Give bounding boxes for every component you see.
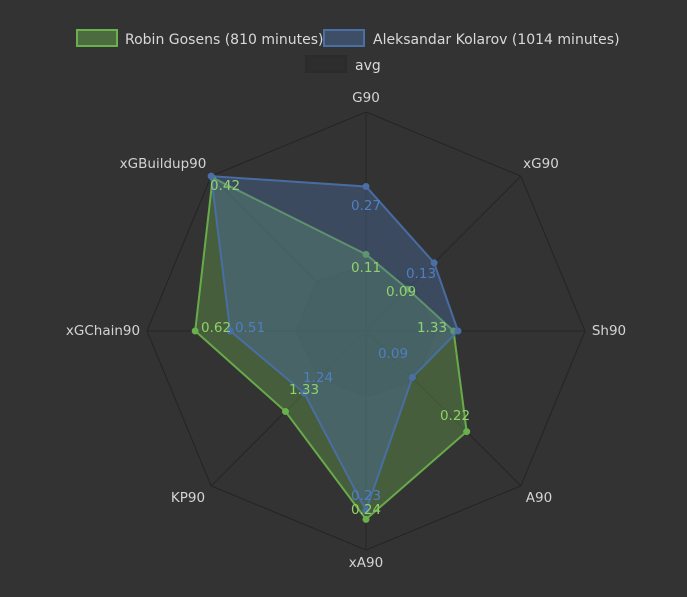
legend-item-1[interactable]: Aleksandar Kolarov (1014 minutes) — [323, 29, 620, 48]
value-label: 0.09 — [386, 284, 416, 300]
value-label: 0.09 — [378, 346, 408, 362]
data-point[interactable] — [300, 389, 308, 397]
axis-label: KP90 — [171, 490, 205, 506]
value-label: 1.33 — [289, 382, 319, 398]
data-point[interactable] — [430, 259, 438, 267]
value-label: 0.42 — [210, 178, 240, 194]
axis-label: Sh90 — [592, 323, 626, 339]
axis-label: A90 — [526, 490, 552, 506]
series-0 — [191, 174, 471, 523]
axis-label: xG90 — [523, 156, 559, 172]
radar-series-layer — [191, 172, 471, 523]
value-label: 0.62 — [201, 320, 231, 336]
legend-label: Robin Gosens (810 minutes) — [125, 32, 323, 48]
legend-label: Aleksandar Kolarov (1014 minutes) — [373, 32, 620, 48]
data-point[interactable] — [362, 515, 370, 523]
legend-swatch — [305, 55, 347, 73]
axis-label: G90 — [352, 90, 380, 106]
data-point[interactable] — [226, 327, 234, 335]
data-point[interactable] — [207, 172, 215, 180]
value-label: 0.24 — [351, 502, 381, 518]
legend-item-0[interactable]: Robin Gosens (810 minutes) — [76, 29, 323, 48]
data-point[interactable] — [362, 507, 370, 515]
legend-label: avg — [355, 58, 381, 74]
legend-swatch — [76, 29, 118, 47]
data-point[interactable] — [191, 327, 199, 335]
value-label: 0.23 — [351, 488, 381, 504]
axis-labels: G90 xG90 Sh90 A90 xA90 KP90 xGChain90 xGBuildup… — [66, 90, 626, 571]
data-point[interactable] — [362, 250, 370, 258]
legend[interactable]: Robin Gosens (810 minutes) Aleksandar Kol… — [76, 29, 620, 74]
value-labels: 0.27 0.13 1.33 0.09 0.23 1.24 0.51 0.42 0.11 0.09… — [201, 178, 470, 518]
data-point[interactable] — [404, 285, 412, 293]
value-label: 1.33 — [417, 320, 447, 336]
axis-label: xGChain90 — [66, 323, 140, 339]
legend-swatch — [323, 29, 365, 47]
value-label: 0.13 — [406, 266, 436, 282]
value-label: 1.24 — [303, 370, 333, 386]
value-label: 0.42 — [210, 178, 240, 194]
value-label: 0.51 — [235, 320, 265, 336]
data-point[interactable] — [463, 428, 471, 436]
data-point[interactable] — [408, 373, 416, 381]
series-1 — [207, 172, 462, 515]
value-label: 0.22 — [440, 408, 470, 424]
legend-item-2[interactable]: avg — [305, 55, 381, 74]
axis-label: xGBuildup90 — [120, 156, 207, 172]
value-label: 1.33 — [417, 320, 447, 336]
data-point[interactable] — [281, 408, 289, 416]
data-point[interactable] — [454, 327, 462, 335]
value-label: 0.27 — [351, 198, 381, 214]
value-label: 0.11 — [351, 260, 381, 276]
axis-label: xA90 — [349, 555, 383, 571]
data-point[interactable] — [362, 182, 370, 190]
